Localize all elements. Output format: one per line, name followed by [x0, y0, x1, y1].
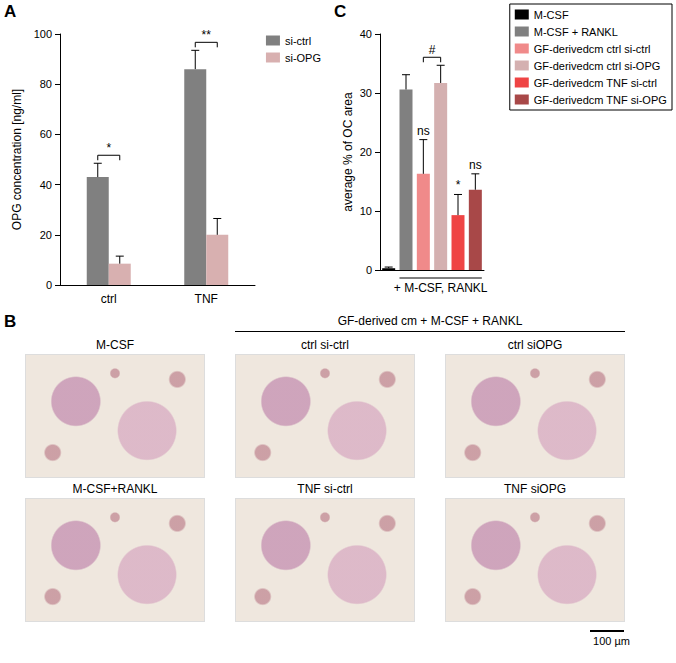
html-text:TNF siOPG: TNF siOPG — [504, 482, 566, 496]
svg-text:80: 80 — [40, 78, 52, 90]
svg-text:*: * — [106, 141, 111, 155]
svg-text:#: # — [429, 43, 436, 57]
html-text:TNF si-ctrl: TNF si-ctrl — [297, 482, 353, 496]
html-text:100 µm: 100 µm — [593, 635, 630, 647]
svg-text:si-OPG: si-OPG — [285, 52, 321, 64]
html-text:ctrl siOPG: ctrl siOPG — [507, 338, 563, 352]
svg-text:20: 20 — [360, 146, 372, 158]
svg-text:30: 30 — [360, 87, 372, 99]
svg-text:M-CSF: M-CSF — [534, 9, 569, 21]
svg-text:si-ctrl: si-ctrl — [285, 35, 311, 47]
svg-text:100: 100 — [34, 28, 52, 40]
svg-text:TNF: TNF — [195, 292, 218, 306]
html-text:M-CSF: M-CSF — [96, 338, 134, 352]
svg-text:10: 10 — [360, 205, 372, 217]
svg-text:0: 0 — [46, 279, 52, 291]
svg-text:GF-derivedcm TNF si-OPG: GF-derivedcm TNF si-OPG — [534, 94, 667, 106]
svg-text:M-CSF + RANKL: M-CSF + RANKL — [534, 26, 618, 38]
svg-text:GF-derivedcm TNF si-ctrl: GF-derivedcm TNF si-ctrl — [534, 77, 657, 89]
svg-text:GF-derivedcm ctrl si-ctrl: GF-derivedcm ctrl si-ctrl — [534, 43, 651, 55]
svg-text:ctrl: ctrl — [101, 292, 117, 306]
html-text:ctrl si-ctrl: ctrl si-ctrl — [301, 338, 349, 352]
svg-text:+ M-CSF, RANKL: + M-CSF, RANKL — [394, 281, 488, 295]
svg-text:*: * — [456, 178, 461, 192]
svg-text:**: ** — [202, 28, 212, 42]
svg-text:40: 40 — [40, 179, 52, 191]
svg-text:OPG concentration [ng/ml]: OPG concentration [ng/ml] — [10, 89, 24, 230]
svg-text:20: 20 — [40, 229, 52, 241]
html-text:A: A — [4, 2, 17, 21]
html-text:GF-derived cm + M-CSF + RANKL: GF-derived cm + M-CSF + RANKL — [337, 314, 523, 328]
svg-text:GF-derivedcm ctrl si-OPG: GF-derivedcm ctrl si-OPG — [534, 60, 661, 72]
html-text:B: B — [4, 312, 17, 331]
svg-text:40: 40 — [360, 28, 372, 40]
html-text:C: C — [334, 2, 347, 21]
svg-text:ns: ns — [417, 124, 430, 138]
svg-text:ns: ns — [469, 158, 482, 172]
html-text:M-CSF+RANKL: M-CSF+RANKL — [72, 482, 158, 496]
svg-text:average % of OC area: average % of OC area — [341, 92, 355, 212]
svg-text:0: 0 — [366, 264, 372, 276]
svg-text:60: 60 — [40, 128, 52, 140]
